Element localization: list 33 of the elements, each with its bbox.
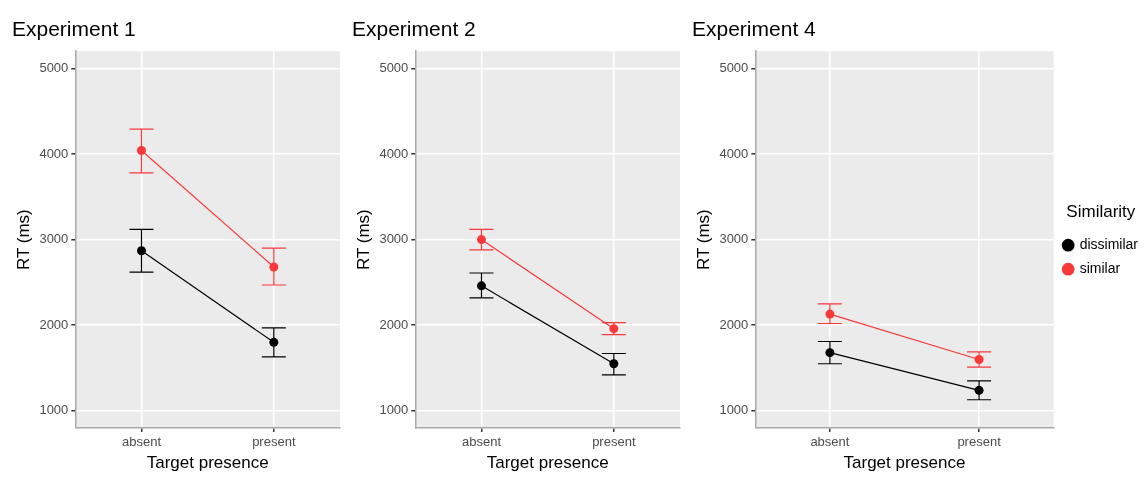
y-tick-label: 2000 xyxy=(39,316,69,332)
x-tick-label: absent xyxy=(810,434,850,450)
x-axis-title: Target presence xyxy=(146,453,269,473)
x-axis-title: Target presence xyxy=(486,453,609,473)
chart-title: Experiment 2 xyxy=(352,17,476,41)
y-tick-label: 3000 xyxy=(379,231,409,247)
x-tick-label: absent xyxy=(461,434,502,450)
y-tick-label: 5000 xyxy=(719,59,749,75)
y-axis-title: RT (ms) xyxy=(353,209,373,270)
legend-title: Similarity xyxy=(1066,201,1136,221)
y-tick-label: 1000 xyxy=(39,402,69,418)
chart-title: Experiment 1 xyxy=(12,17,136,41)
y-tick-label: 3000 xyxy=(39,231,69,247)
y-tick-label: 4000 xyxy=(719,145,749,161)
x-tick-label: absent xyxy=(121,434,162,450)
y-axis-title: RT (ms) xyxy=(693,209,713,270)
y-axis-title: RT (ms) xyxy=(13,209,33,270)
y-tick-label: 5000 xyxy=(379,59,409,75)
y-tick-label: 1000 xyxy=(719,402,749,418)
y-tick-label: 2000 xyxy=(379,316,409,332)
x-tick-label: present xyxy=(957,434,1002,450)
y-tick-label: 4000 xyxy=(379,145,409,161)
y-tick-label: 4000 xyxy=(39,145,69,161)
x-axis-title: Target presence xyxy=(843,453,966,473)
legend-label: similar xyxy=(1079,260,1121,277)
y-tick-label: 3000 xyxy=(719,231,749,247)
x-tick-label: present xyxy=(592,434,636,450)
y-tick-label: 1000 xyxy=(379,402,409,418)
legend-label: dissimilar xyxy=(1079,236,1139,253)
chart-title: Experiment 4 xyxy=(692,17,817,41)
y-tick-label: 2000 xyxy=(719,316,749,332)
x-tick-label: present xyxy=(252,434,296,450)
y-tick-label: 5000 xyxy=(39,59,69,75)
